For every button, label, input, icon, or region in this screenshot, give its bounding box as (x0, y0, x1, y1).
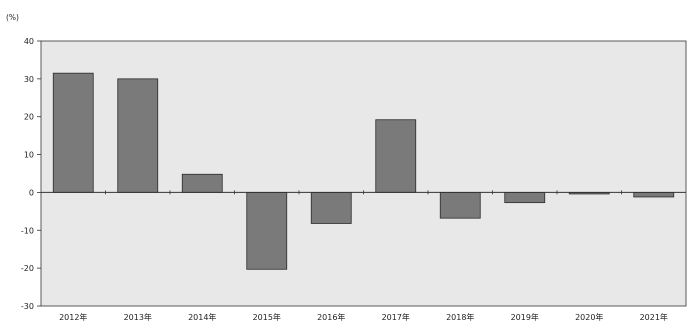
bar-2018年 (439, 192, 481, 219)
x-tick-label: 2015年 (253, 312, 281, 322)
x-tick-label: 2020年 (575, 312, 603, 322)
x-tick-label: 2021年 (640, 312, 668, 322)
x-tick-label: 2013年 (124, 312, 152, 322)
y-tick-label: 40 (24, 37, 34, 46)
bar-2017年 (375, 119, 417, 193)
y-tick-label: -20 (21, 264, 34, 273)
x-tick-label: 2018年 (446, 312, 474, 322)
y-tick-label: -30 (21, 302, 34, 311)
y-tick-label: 10 (24, 151, 34, 160)
x-tick-label: 2019年 (511, 312, 539, 322)
y-tick-label: 20 (24, 113, 34, 122)
y-tick-label: 30 (24, 75, 34, 84)
bars-group (52, 72, 675, 270)
y-tick-label: 0 (29, 188, 34, 197)
x-tick-label: 2017年 (382, 312, 410, 322)
x-tick-label: 2016年 (317, 312, 345, 322)
bar-2021年 (633, 192, 675, 198)
bar-2016年 (310, 192, 352, 224)
y-tick-label: -10 (21, 226, 34, 235)
y-axis-unit-label: (%) (6, 13, 19, 22)
x-axis-ticks: 2012年 2013年 2014年 2015年 2016年 2017年 2018年 2019年… (59, 190, 668, 322)
x-tick-label: 2012年 (59, 312, 87, 322)
y-axis-ticks: 40 30 20 10 0 -10 -20 -30 (21, 37, 41, 311)
x-tick-label: 2014年 (188, 312, 216, 322)
bar-2014年 (181, 173, 223, 193)
bar-2019年 (504, 192, 546, 204)
bar-2012年 (52, 72, 94, 193)
bar-2013年 (117, 78, 159, 193)
bar-2015年 (246, 192, 288, 270)
